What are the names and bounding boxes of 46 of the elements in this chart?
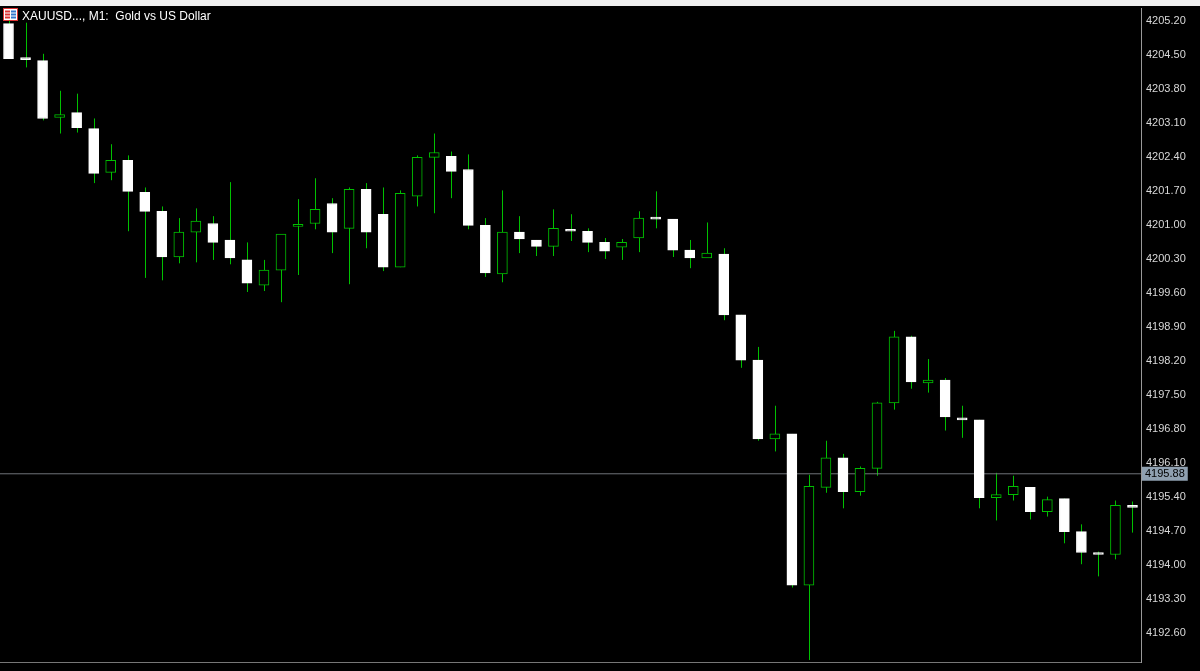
y-tick-label: 4198.20 — [1146, 354, 1186, 367]
y-tick-label: 4200.30 — [1146, 251, 1186, 264]
candlestick — [990, 472, 1002, 521]
y-tick-label: 4205.20 — [1146, 13, 1186, 26]
candlestick — [1127, 501, 1138, 534]
y-tick-label: 4193.30 — [1146, 592, 1186, 605]
ref-line-label: 4195.88 — [1145, 466, 1185, 479]
y-tick-label: 4192.60 — [1146, 626, 1186, 639]
candlestick — [684, 239, 696, 269]
y-tick-label: 4201.00 — [1146, 217, 1186, 230]
candlestick — [54, 90, 65, 135]
y-tick-label: 4202.40 — [1146, 149, 1186, 162]
chart-title: XAUUSD..., M1: Gold vs US Dollar — [22, 9, 211, 23]
y-tick-label: 4199.60 — [1146, 286, 1186, 298]
y-tick-label: 4203.80 — [1146, 81, 1186, 94]
candlestick — [241, 241, 253, 293]
y-tick-label: 4203.10 — [1146, 115, 1186, 128]
y-tick-label: 4194.00 — [1146, 558, 1186, 571]
y-tick-label: 4204.50 — [1146, 47, 1186, 60]
y-tick-label: 4201.70 — [1146, 183, 1186, 196]
candlestick — [1093, 551, 1104, 577]
candlestick — [854, 466, 866, 497]
y-tick-label: 4194.70 — [1146, 524, 1186, 537]
candlestick — [599, 237, 610, 260]
candlestick — [514, 215, 525, 254]
candlestick — [633, 210, 644, 253]
y-tick-label: 4195.40 — [1146, 490, 1186, 503]
candlestick — [701, 221, 713, 259]
candlestick — [1076, 523, 1087, 565]
y-tick-label: 4198.90 — [1146, 320, 1186, 333]
candlestick — [20, 22, 31, 68]
candlestick — [139, 186, 151, 279]
candlestick — [565, 213, 576, 242]
candlestick — [71, 93, 82, 134]
candlestick — [582, 227, 593, 253]
candlestick — [428, 133, 440, 214]
y-tick-label: 4197.50 — [1146, 388, 1186, 401]
candlestick — [548, 208, 559, 257]
candlestick — [190, 207, 202, 263]
candlestick — [616, 238, 627, 261]
candlestick — [207, 215, 219, 261]
y-tick-label: 4196.80 — [1146, 422, 1186, 435]
candlestick — [292, 198, 304, 276]
candlestick — [173, 217, 185, 264]
candlestick — [1024, 486, 1036, 520]
y-tick-label: 4196.10 — [1146, 456, 1186, 469]
